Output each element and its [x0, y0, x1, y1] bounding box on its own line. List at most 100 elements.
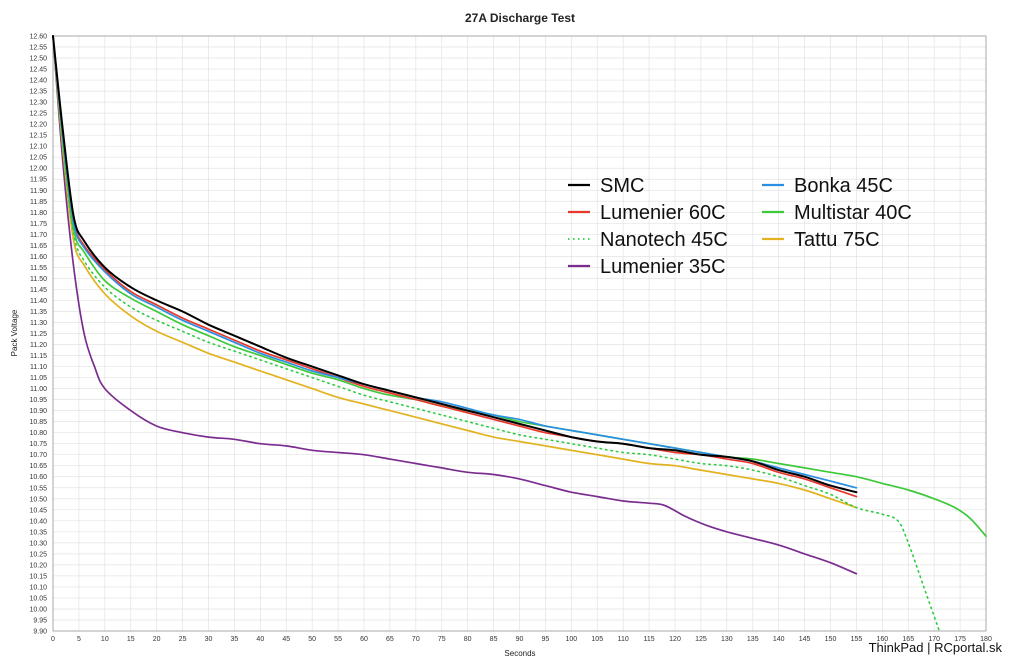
x-tick-label: 105 [591, 636, 603, 643]
x-tick-label: 110 [618, 636, 629, 643]
y-tick-label: 10.20 [29, 562, 47, 569]
y-tick-label: 11.10 [30, 364, 47, 371]
y-tick-label: 12.05 [29, 155, 47, 162]
series-line-tattu-75c [52, 35, 858, 509]
legend-label-multistar-40c: Multistar 40C [794, 202, 912, 224]
y-tick-label: 11.45 [30, 287, 47, 294]
y-tick-label: 11.40 [30, 298, 47, 305]
x-tick-label: 100 [565, 636, 577, 643]
y-tick-label: 11.05 [30, 375, 47, 382]
series-line-nanotech-45c [52, 35, 941, 632]
x-tick-label: 145 [799, 636, 811, 643]
y-tick-label: 12.60 [29, 34, 47, 41]
y-tick-label: 9.95 [33, 617, 47, 624]
y-tick-label: 10.15 [29, 573, 47, 580]
x-tick-label: 140 [773, 636, 785, 643]
y-tick-label: 10.80 [29, 430, 47, 437]
y-tick-label: 11.90 [30, 188, 47, 195]
y-tick-label: 11.65 [30, 243, 47, 250]
x-tick-label: 115 [643, 636, 654, 643]
x-tick-label: 20 [153, 636, 161, 643]
y-tick-label: 10.10 [29, 584, 47, 591]
y-tick-label: 11.25 [30, 331, 47, 338]
x-tick-label: 150 [825, 636, 837, 643]
x-tick-label: 50 [308, 636, 316, 643]
y-tick-label: 10.50 [29, 496, 47, 503]
y-tick-label: 11.70 [30, 232, 47, 239]
y-tick-label: 11.75 [30, 221, 47, 228]
y-tick-label: 12.10 [29, 144, 47, 151]
x-tick-label: 70 [412, 636, 420, 643]
y-tick-label: 12.40 [29, 78, 47, 85]
y-tick-label: 11.30 [30, 320, 47, 327]
y-tick-label: 12.55 [29, 45, 47, 52]
x-axis-label: Seconds [504, 649, 535, 658]
series-lines [52, 35, 987, 632]
x-tick-label: 15 [127, 636, 135, 643]
grid-lines [52, 35, 987, 632]
series-line-smc [52, 35, 858, 494]
y-tick-label: 10.70 [29, 452, 47, 459]
y-tick-label: 12.35 [29, 89, 47, 96]
y-tick-label: 10.60 [29, 474, 47, 481]
y-tick-label: 10.40 [29, 518, 47, 525]
x-tick-label: 40 [256, 636, 264, 643]
y-tick-label: 11.60 [30, 254, 47, 261]
series-line-lumenier-35c [52, 35, 858, 575]
y-tick-label: 12.45 [29, 67, 47, 74]
legend-label-tattu-75c: Tattu 75C [794, 229, 880, 251]
y-tick-label: 11.85 [30, 199, 47, 206]
x-tick-label: 30 [205, 636, 213, 643]
x-axis-ticks: 0 5 10 15 20 25 30 35 40 45 50 55 60 65 70 75 80 85 90 95 10… [51, 636, 992, 643]
y-tick-label: 11.50 [30, 276, 47, 283]
y-tick-label: 10.75 [29, 441, 47, 448]
legend-label-nanotech-45c: Nanotech 45C [600, 229, 728, 251]
x-tick-label: 75 [438, 636, 446, 643]
x-tick-label: 160 [876, 636, 888, 643]
y-tick-label: 12.25 [29, 111, 47, 118]
x-tick-label: 170 [928, 636, 940, 643]
legend-label-bonka-45c: Bonka 45C [794, 175, 893, 197]
x-tick-label: 120 [669, 636, 681, 643]
watermark: ThinkPad | RCportal.sk [868, 640, 1002, 655]
legend: SMC Lumenier 60C Nanotech 45C Lumenier 35C B… [568, 175, 912, 278]
x-tick-label: 130 [721, 636, 733, 643]
y-tick-label: 10.95 [29, 397, 47, 404]
x-tick-label: 165 [902, 636, 914, 643]
plot-area [52, 35, 987, 632]
y-tick-label: 10.00 [29, 606, 47, 613]
x-tick-label: 175 [954, 636, 966, 643]
y-tick-label: 10.35 [29, 529, 47, 536]
y-tick-label: 11.20 [30, 342, 47, 349]
legend-label-smc: SMC [600, 175, 644, 197]
y-tick-label: 9.90 [33, 629, 47, 636]
y-axis-ticks: 12.60 12.55 12.50 12.45 12.40 12.35 12.30 12.25… [29, 34, 47, 636]
y-tick-label: 12.50 [29, 56, 47, 63]
x-tick-label: 60 [360, 636, 368, 643]
y-tick-label: 12.30 [29, 100, 47, 107]
x-tick-label: 5 [77, 636, 81, 643]
y-axis-label: Pack Voltage [10, 309, 19, 356]
x-tick-label: 65 [386, 636, 394, 643]
x-tick-label: 155 [851, 636, 863, 643]
y-tick-label: 12.20 [29, 122, 47, 129]
x-tick-label: 80 [464, 636, 472, 643]
y-tick-label: 10.55 [29, 485, 47, 492]
x-tick-label: 55 [334, 636, 342, 643]
y-tick-label: 10.90 [29, 408, 47, 415]
y-tick-label: 11.00 [30, 386, 47, 393]
chart-title: 27A Discharge Test [465, 11, 575, 25]
x-tick-label: 85 [490, 636, 498, 643]
y-tick-label: 10.25 [29, 551, 47, 558]
y-tick-label: 10.65 [29, 463, 47, 470]
x-tick-label: 35 [231, 636, 239, 643]
y-tick-label: 10.30 [29, 540, 47, 547]
series-line-bonka-45c [52, 35, 858, 489]
y-tick-label: 10.05 [29, 595, 47, 602]
y-tick-label: 11.95 [30, 177, 47, 184]
x-tick-label: 0 [51, 636, 55, 643]
y-tick-label: 11.80 [30, 210, 47, 217]
x-tick-label: 125 [695, 636, 707, 643]
x-tick-label: 25 [179, 636, 187, 643]
